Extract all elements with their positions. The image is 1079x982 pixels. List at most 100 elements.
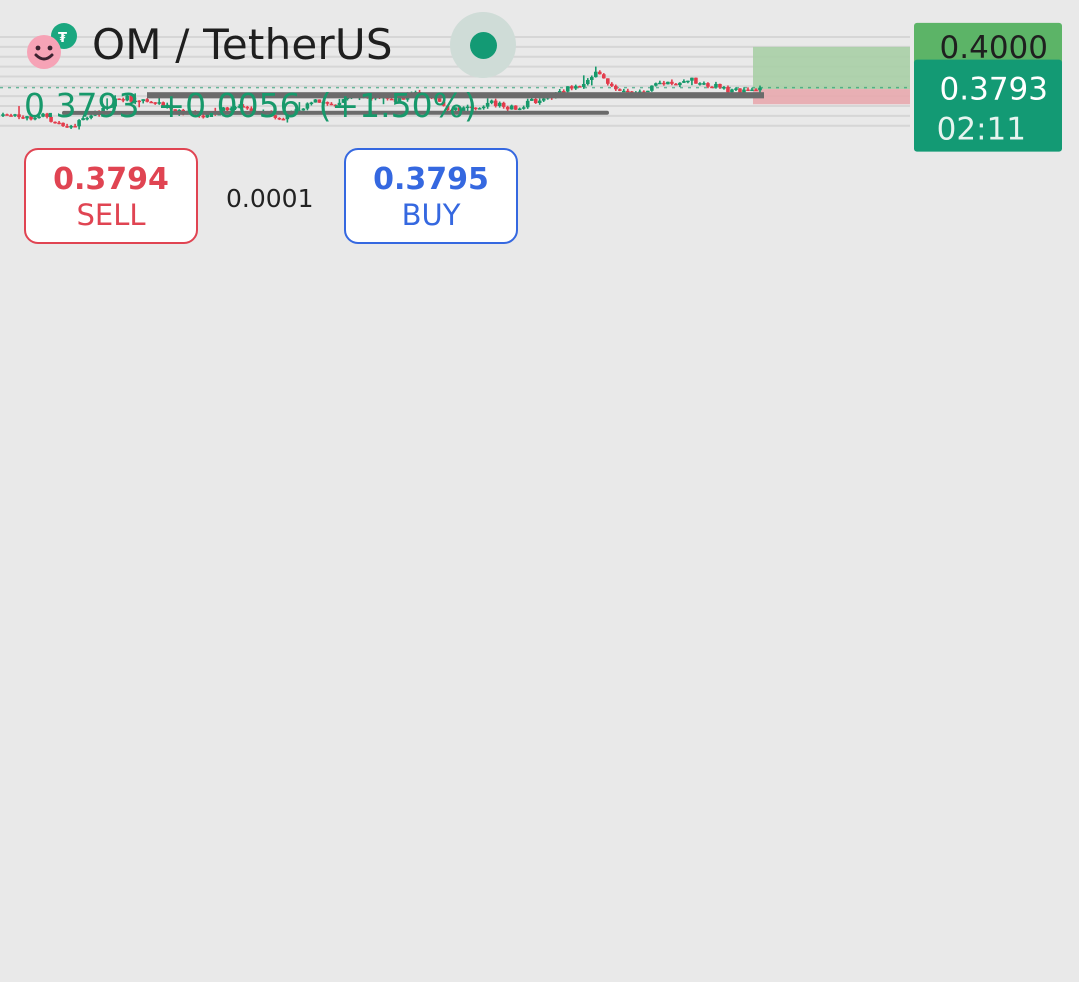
- candle-body: [658, 82, 662, 85]
- candle-body: [710, 86, 714, 89]
- candle-body: [169, 104, 174, 110]
- candle-body: [618, 89, 622, 91]
- candle-body: [714, 83, 718, 88]
- candle-body: [321, 102, 326, 104]
- candle-body: [457, 107, 462, 113]
- candle-body: [581, 84, 586, 87]
- candle-body: [746, 89, 750, 92]
- candle-body: [393, 98, 398, 102]
- buy-label: BUY: [401, 198, 461, 232]
- resistance-zone-drawing[interactable]: [147, 92, 764, 99]
- candle-body: [734, 88, 738, 90]
- candle-body: [726, 87, 730, 93]
- candle-body: [137, 100, 141, 103]
- candle-body: [281, 118, 286, 121]
- candle-body: [197, 114, 202, 116]
- candle-body: [666, 81, 670, 85]
- candle-body: [501, 102, 506, 107]
- candle-body: [205, 113, 210, 118]
- candle-body: [742, 89, 746, 94]
- take-profit-tag-bg: [914, 22, 1062, 71]
- pair-title[interactable]: OM / TetherUS: [92, 20, 393, 69]
- candle-body: [325, 102, 330, 104]
- candle-body: [105, 107, 109, 109]
- candle-body: [465, 106, 470, 109]
- candle-body: [521, 107, 526, 109]
- candle-body: [121, 99, 125, 101]
- candle-body: [229, 108, 234, 111]
- candle-body: [5, 114, 9, 116]
- candle-body: [61, 122, 65, 127]
- market-open-dot-icon: [450, 12, 516, 78]
- candle-body: [69, 126, 73, 128]
- candle-body: [533, 99, 538, 104]
- candle-body: [605, 78, 610, 84]
- candle-body: [646, 90, 650, 93]
- candle-body: [65, 126, 69, 128]
- spread-value: 0.0001: [226, 184, 314, 213]
- candle-body: [453, 107, 458, 111]
- candle-body: [249, 108, 254, 111]
- candle-body: [690, 77, 694, 81]
- candle-body: [577, 86, 582, 88]
- candle-body: [718, 83, 722, 88]
- candle-body: [497, 102, 502, 107]
- candle-body: [461, 107, 466, 113]
- candle-body: [117, 98, 121, 101]
- candle-body: [674, 83, 678, 86]
- candle-body: [41, 113, 45, 117]
- candle-body: [557, 91, 562, 93]
- candle-body: [678, 82, 682, 86]
- candle-body: [614, 85, 618, 90]
- candle-body: [133, 100, 137, 103]
- candle-body: [706, 83, 710, 87]
- candle-body: [561, 91, 566, 93]
- candle-body: [305, 103, 310, 109]
- candle-body: [129, 95, 133, 102]
- candle-body: [565, 86, 570, 92]
- take-profit-zone[interactable]: [753, 46, 910, 90]
- candle-body: [221, 107, 226, 114]
- candle-body: [493, 100, 498, 107]
- candle-body: [273, 115, 278, 118]
- stop-loss-zone[interactable]: [753, 89, 910, 105]
- candle-body: [738, 88, 742, 94]
- candle-body: [694, 77, 698, 84]
- candle-body: [754, 89, 758, 92]
- change-pct: (+1.50%): [318, 86, 477, 125]
- candle-body: [317, 99, 322, 103]
- candle-body: [682, 81, 686, 83]
- candle-body: [670, 81, 674, 84]
- candle-body: [89, 115, 93, 118]
- candle-body: [285, 115, 290, 120]
- candle-body: [489, 100, 494, 103]
- candle-body: [541, 98, 546, 101]
- candle-body: [610, 83, 614, 86]
- candle-body: [441, 101, 446, 106]
- candle-body: [529, 99, 534, 101]
- candle-body: [445, 105, 450, 110]
- candle-body: [589, 77, 594, 80]
- candle-body: [57, 122, 61, 125]
- candle-body: [313, 99, 318, 103]
- candle-body: [125, 95, 129, 101]
- sell-label: SELL: [76, 198, 146, 232]
- change-abs: +0.0056: [157, 86, 301, 125]
- buy-button[interactable]: 0.3795 BUY: [344, 148, 518, 244]
- candle-body: [21, 117, 25, 119]
- sell-button[interactable]: 0.3794 SELL: [24, 148, 198, 244]
- candle-body: [389, 98, 394, 101]
- candle-body: [650, 85, 654, 91]
- candle-body: [505, 106, 510, 110]
- candle-body: [237, 106, 242, 108]
- svg-text:₮: ₮: [58, 31, 67, 46]
- candle-body: [758, 87, 762, 91]
- candle-body: [109, 106, 113, 108]
- candle-body: [233, 107, 238, 109]
- candle-body: [485, 102, 490, 107]
- candle-body: [686, 80, 690, 83]
- countdown-tag: 02:11: [937, 112, 1026, 148]
- om-token-logo-icon: ₮: [24, 22, 82, 72]
- sell-price: 0.3794: [53, 162, 169, 197]
